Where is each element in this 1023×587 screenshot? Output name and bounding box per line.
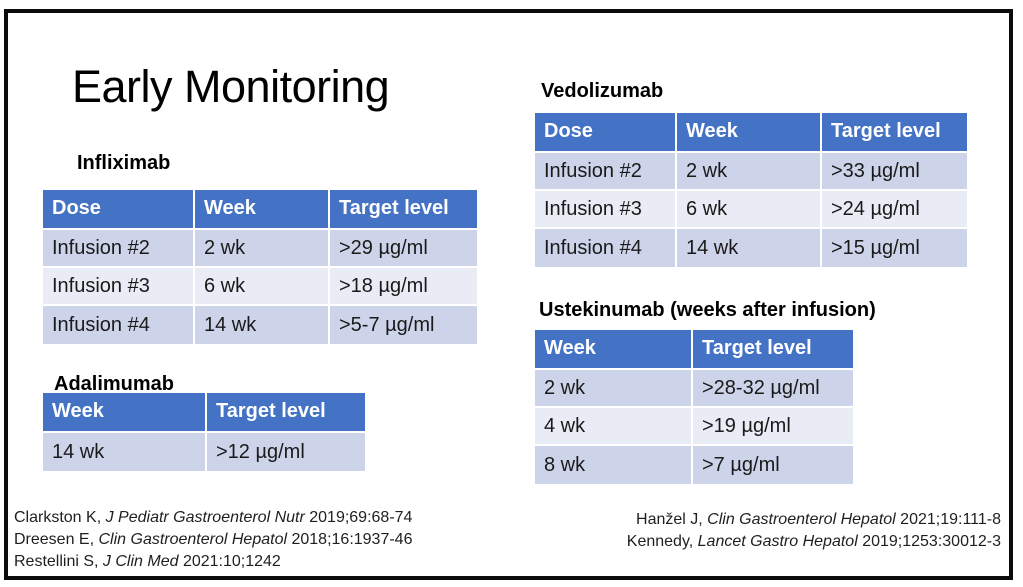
column-header: Target level bbox=[822, 113, 967, 153]
reference-author: Hanžel J, bbox=[636, 511, 708, 528]
header-row: Week Target level bbox=[535, 330, 853, 370]
infliximab-label: Infliximab bbox=[77, 152, 171, 174]
table-cell: >28-32 µg/ml bbox=[693, 370, 853, 408]
table-cell: Infusion #2 bbox=[535, 153, 677, 191]
table-cell: 6 wk bbox=[195, 268, 330, 306]
header-row: Week Target level bbox=[43, 393, 365, 433]
table-cell: Infusion #4 bbox=[43, 306, 195, 344]
table-cell: 14 wk bbox=[43, 433, 207, 471]
table-cell: Infusion #2 bbox=[43, 230, 195, 268]
reference-author: Restellini S, bbox=[14, 553, 103, 570]
references-right: Hanžel J, Clin Gastroenterol Hepatol 202… bbox=[627, 509, 1001, 553]
table-row: Infusion #2 2 wk >29 µg/ml bbox=[43, 230, 477, 268]
table-cell: >12 µg/ml bbox=[207, 433, 365, 471]
reference: Kennedy, Lancet Gastro Hepatol 2019;1253… bbox=[627, 531, 1001, 553]
reference-author: Dreesen E, bbox=[14, 531, 99, 548]
reference-cite: 2018;16:1937-46 bbox=[287, 531, 413, 548]
reference-journal: J Pediatr Gastroenterol Nutr bbox=[105, 509, 305, 526]
slide: Early Monitoring Infliximab Dose Week Ta… bbox=[4, 9, 1013, 580]
table-cell: 14 wk bbox=[677, 229, 822, 267]
table-row: 14 wk >12 µg/ml bbox=[43, 433, 365, 471]
reference: Dreesen E, Clin Gastroenterol Hepatol 20… bbox=[14, 529, 412, 551]
column-header: Week bbox=[677, 113, 822, 153]
table-cell: >5-7 µg/ml bbox=[330, 306, 477, 344]
infliximab-table: Dose Week Target level Infusion #2 2 wk … bbox=[43, 190, 477, 344]
table-row: Infusion #3 6 wk >18 µg/ml bbox=[43, 268, 477, 306]
table-cell: 2 wk bbox=[677, 153, 822, 191]
ustekinumab-label: Ustekinumab (weeks after infusion) bbox=[539, 299, 876, 321]
table-cell: >33 µg/ml bbox=[822, 153, 967, 191]
references-left: Clarkston K, J Pediatr Gastroenterol Nut… bbox=[14, 507, 412, 573]
table-row: 2 wk >28-32 µg/ml bbox=[535, 370, 853, 408]
table-cell: 4 wk bbox=[535, 408, 693, 446]
table-cell: >29 µg/ml bbox=[330, 230, 477, 268]
reference-cite: 2019;69:68-74 bbox=[304, 509, 413, 526]
table-row: Infusion #2 2 wk >33 µg/ml bbox=[535, 153, 967, 191]
column-header: Dose bbox=[535, 113, 677, 153]
reference-author: Kennedy, bbox=[626, 533, 698, 550]
column-header: Target level bbox=[693, 330, 853, 370]
table-cell: >18 µg/ml bbox=[330, 268, 477, 306]
table-row: Infusion #3 6 wk >24 µg/ml bbox=[535, 191, 967, 229]
table-cell: Infusion #3 bbox=[535, 191, 677, 229]
header-row: Dose Week Target level bbox=[43, 190, 477, 230]
column-header: Target level bbox=[330, 190, 477, 230]
column-header: Week bbox=[43, 393, 207, 433]
table-cell: 6 wk bbox=[677, 191, 822, 229]
table-cell: >19 µg/ml bbox=[693, 408, 853, 446]
table-row: Infusion #4 14 wk >5-7 µg/ml bbox=[43, 306, 477, 344]
column-header: Target level bbox=[207, 393, 365, 433]
header-row: Dose Week Target level bbox=[535, 113, 967, 153]
reference-author: Clarkston K, bbox=[14, 509, 106, 526]
reference-journal: Clin Gastroenterol Hepatol bbox=[707, 511, 896, 528]
vedolizumab-table: Dose Week Target level Infusion #2 2 wk … bbox=[535, 113, 967, 267]
column-header: Dose bbox=[43, 190, 195, 230]
reference-cite: 2019;1253:30012-3 bbox=[857, 533, 1001, 550]
table-cell: 8 wk bbox=[535, 446, 693, 484]
ustekinumab-table: Week Target level 2 wk >28-32 µg/ml 4 wk… bbox=[535, 330, 853, 484]
reference: Restellini S, J Clin Med 2021:10;1242 bbox=[14, 551, 412, 573]
table-cell: >24 µg/ml bbox=[822, 191, 967, 229]
column-header: Week bbox=[535, 330, 693, 370]
reference-cite: 2021:10;1242 bbox=[178, 553, 281, 570]
table-cell: Infusion #4 bbox=[535, 229, 677, 267]
table-cell: >7 µg/ml bbox=[693, 446, 853, 484]
table-row: 8 wk >7 µg/ml bbox=[535, 446, 853, 484]
slide-title: Early Monitoring bbox=[72, 61, 390, 112]
reference: Hanžel J, Clin Gastroenterol Hepatol 202… bbox=[627, 509, 1001, 531]
reference-cite: 2021;19:111-8 bbox=[895, 511, 1001, 528]
table-cell: 14 wk bbox=[195, 306, 330, 344]
vedolizumab-label: Vedolizumab bbox=[541, 80, 664, 102]
table-cell: 2 wk bbox=[195, 230, 330, 268]
table-row: 4 wk >19 µg/ml bbox=[535, 408, 853, 446]
reference: Clarkston K, J Pediatr Gastroenterol Nut… bbox=[14, 507, 412, 529]
table-cell: Infusion #3 bbox=[43, 268, 195, 306]
reference-journal: J Clin Med bbox=[102, 553, 179, 570]
adalimumab-label: Adalimumab bbox=[54, 373, 175, 395]
reference-journal: Lancet Gastro Hepatol bbox=[697, 533, 858, 550]
table-cell: >15 µg/ml bbox=[822, 229, 967, 267]
table-row: Infusion #4 14 wk >15 µg/ml bbox=[535, 229, 967, 267]
column-header: Week bbox=[195, 190, 330, 230]
adalimumab-table: Week Target level 14 wk >12 µg/ml bbox=[43, 393, 365, 471]
table-cell: 2 wk bbox=[535, 370, 693, 408]
reference-journal: Clin Gastroenterol Hepatol bbox=[98, 531, 288, 548]
